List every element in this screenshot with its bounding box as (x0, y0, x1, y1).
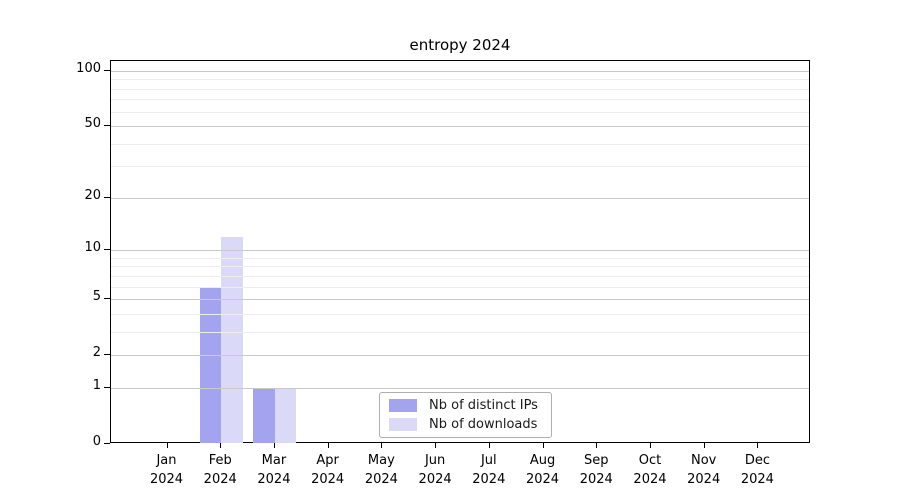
major-gridline (111, 299, 809, 301)
major-gridline (111, 387, 809, 389)
bar-distinct-ips-feb (199, 286, 222, 443)
major-gridline (111, 250, 809, 252)
legend-swatch-distinct-ips (389, 399, 417, 412)
legend-swatch-downloads (389, 418, 417, 431)
legend-item-distinct-ips: Nb of distinct IPs (389, 398, 542, 413)
x-tick-mark (489, 443, 490, 448)
minor-gridline (111, 257, 809, 259)
minor-gridline (111, 286, 809, 288)
legend-item-downloads: Nb of downloads (389, 417, 542, 432)
bar-distinct-ips-mar (253, 387, 275, 443)
y-tick-mark (104, 387, 110, 388)
y-tick-label: 0 (92, 434, 101, 449)
y-tick-label: 1 (92, 377, 101, 393)
x-tick-mark (757, 443, 758, 448)
y-tick-label: 10 (84, 240, 101, 256)
x-tick-label: Jan 2024 (149, 453, 184, 487)
y-tick-mark (104, 125, 110, 126)
x-tick-mark (220, 443, 221, 448)
minor-gridline (111, 88, 809, 90)
x-tick-label: Mar 2024 (257, 453, 291, 487)
bar-downloads-feb (221, 236, 243, 443)
y-tick-label: 100 (76, 61, 101, 76)
minor-gridline (111, 79, 809, 81)
major-gridline (111, 71, 809, 72)
y-tick-mark (104, 70, 110, 71)
minor-gridline (111, 166, 809, 168)
minor-gridline (111, 111, 809, 113)
minor-gridline (111, 99, 809, 101)
chart-title: entropy 2024 (409, 36, 511, 54)
x-tick-label: Aug 2024 (525, 453, 560, 487)
y-tick-label: 5 (92, 289, 101, 305)
minor-gridline (111, 313, 809, 315)
plot-area: Nb of distinct IPs Nb of downloads (110, 60, 810, 443)
x-tick-mark (596, 443, 597, 448)
legend-label-distinct-ips: Nb of distinct IPs (429, 398, 538, 413)
x-tick-mark (543, 443, 544, 448)
y-tick-mark (104, 443, 110, 444)
x-tick-label: Apr 2024 (311, 453, 345, 487)
x-tick-mark (274, 443, 275, 448)
x-tick-mark (435, 443, 436, 448)
x-tick-mark (704, 443, 705, 448)
major-gridline (111, 355, 809, 357)
major-gridline (111, 126, 809, 128)
x-tick-label: Jul 2024 (472, 453, 506, 487)
x-tick-label: Dec 2024 (740, 453, 774, 487)
minor-gridline (111, 275, 809, 277)
x-tick-mark (381, 443, 382, 448)
x-tick-label: Sep 2024 (579, 453, 613, 487)
x-tick-label: Feb 2024 (203, 453, 237, 487)
y-tick-label: 2 (92, 345, 101, 361)
legend: Nb of distinct IPs Nb of downloads (379, 392, 552, 438)
y-tick-mark (104, 354, 110, 355)
x-tick-mark (167, 443, 168, 448)
y-tick-mark (104, 197, 110, 198)
minor-gridline (111, 331, 809, 333)
legend-label-downloads: Nb of downloads (429, 417, 538, 432)
minor-gridline (111, 143, 809, 145)
x-tick-mark (328, 443, 329, 448)
minor-gridline (111, 266, 809, 268)
y-tick-label: 50 (84, 116, 101, 132)
x-tick-label: Jun 2024 (418, 453, 452, 487)
bar-downloads-mar (274, 387, 297, 443)
x-tick-label: May 2024 (364, 453, 398, 487)
y-tick-label: 20 (84, 187, 101, 203)
y-tick-mark (104, 249, 110, 250)
x-tick-label: Oct 2024 (633, 453, 667, 487)
y-tick-mark (104, 298, 110, 299)
bars-layer (111, 61, 809, 443)
x-tick-mark (650, 443, 651, 448)
x-tick-label: Nov 2024 (687, 453, 721, 487)
major-gridline (111, 197, 809, 199)
gridlines-layer (111, 61, 809, 442)
